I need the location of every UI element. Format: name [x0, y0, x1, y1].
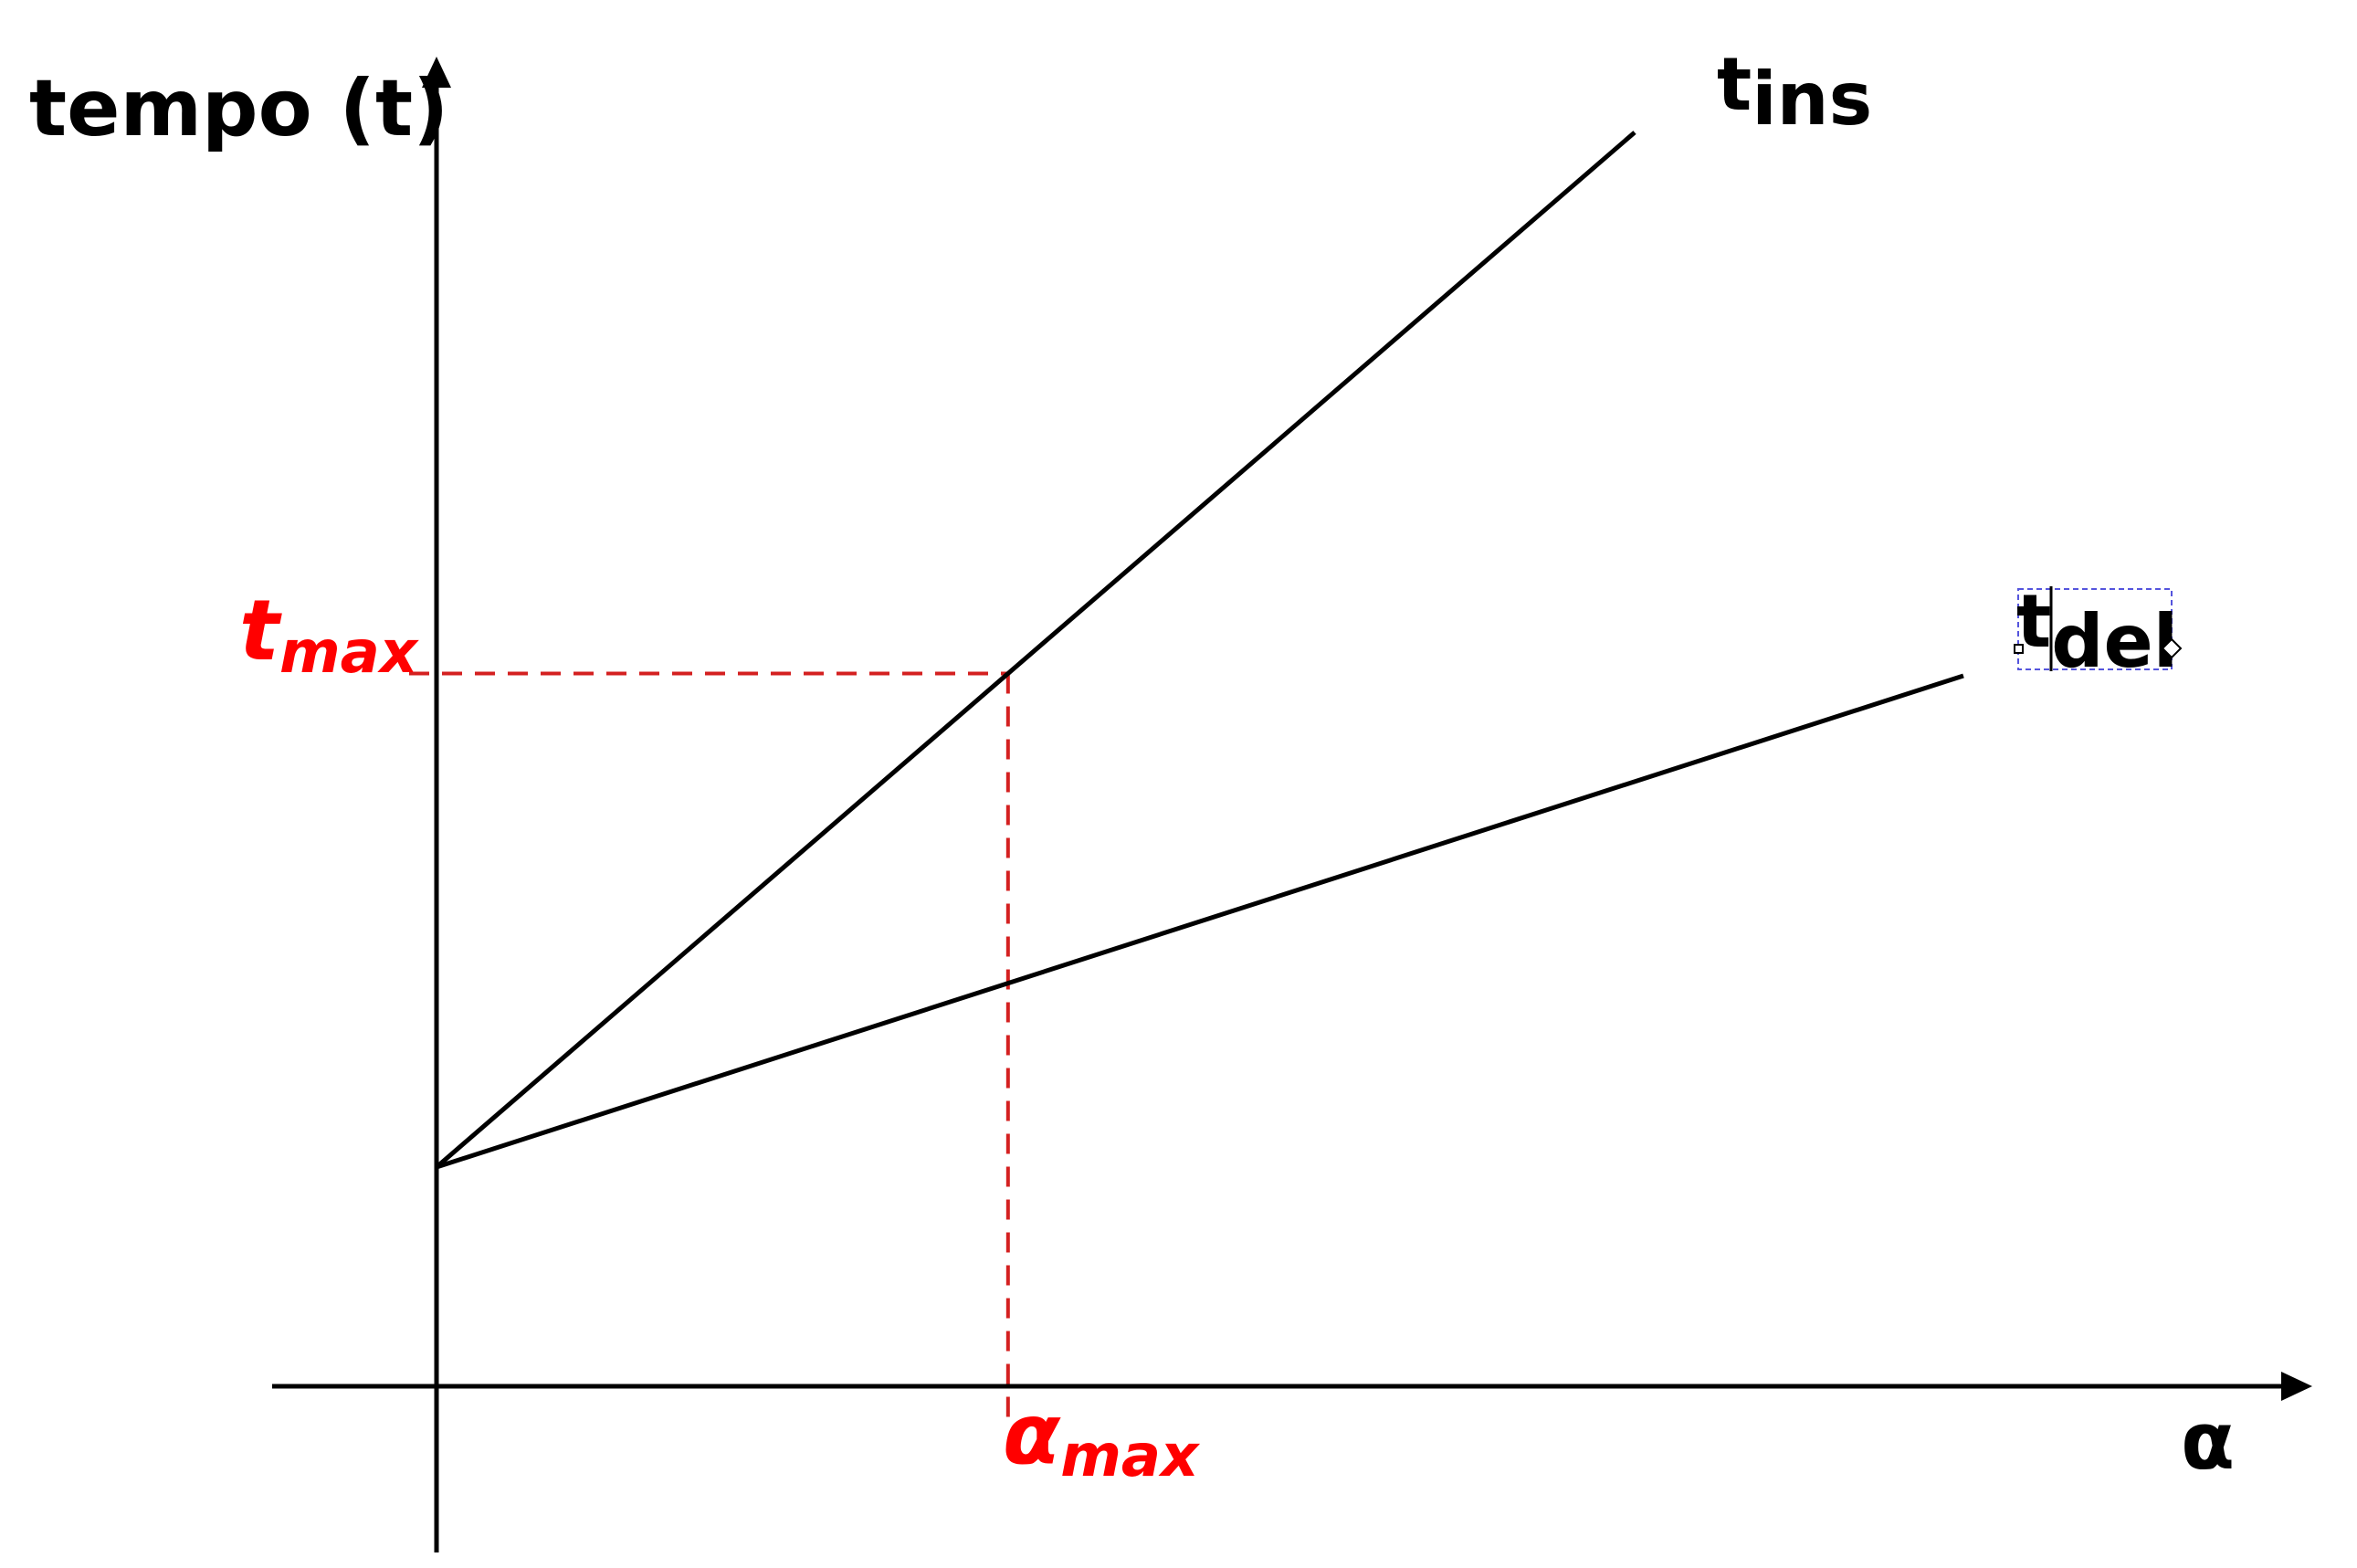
- series-label-tins-main: t: [1717, 42, 1752, 127]
- series-label-tins-sub: ins: [1752, 57, 1872, 142]
- series-label-tdel-sub: del: [2051, 599, 2178, 684]
- t-max-label: tmax: [239, 582, 419, 687]
- t-max-main: t: [239, 582, 282, 679]
- x-axis-label: α: [2181, 1396, 2235, 1488]
- a-max-sub: max: [1060, 1423, 1200, 1490]
- selection-handle-left[interactable]: [2014, 644, 2024, 654]
- series-label-tdel: tdel: [2016, 579, 2178, 684]
- text-selection-box: [2017, 588, 2173, 670]
- y-axis-label: tempo (t): [29, 63, 448, 154]
- selection-handle-right[interactable]: [2161, 637, 2183, 659]
- a-max-label: αmax: [1003, 1385, 1200, 1490]
- series-line-tdel: [436, 673, 1964, 1170]
- series-label-tdel-group[interactable]: tdel: [2014, 579, 2183, 684]
- series-line-tins: [435, 131, 1636, 1169]
- t-max-sub: max: [279, 619, 419, 687]
- a-max-main: α: [1003, 1385, 1061, 1483]
- x-axis-arrow: [2281, 1372, 2312, 1401]
- series-label-tins: tins: [1717, 42, 1872, 142]
- y-axis-arrow: [422, 57, 451, 88]
